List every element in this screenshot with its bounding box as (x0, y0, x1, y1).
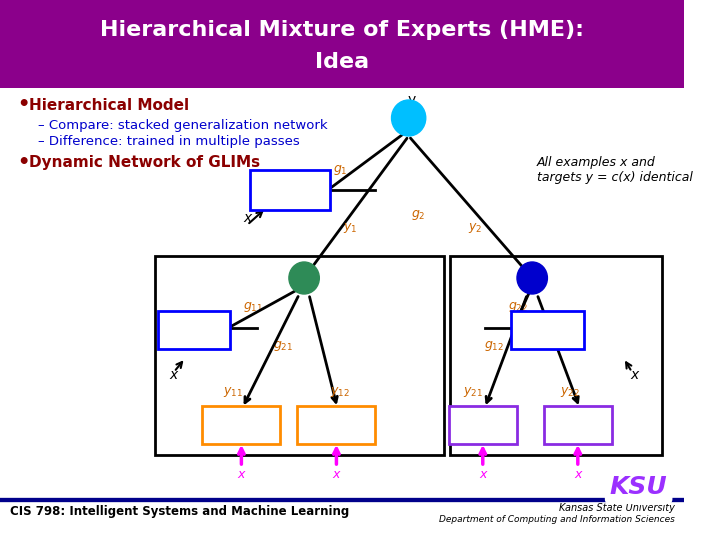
Text: x: x (170, 368, 178, 382)
Text: y: y (408, 93, 415, 107)
Circle shape (392, 100, 426, 136)
Text: Department of Computing and Information Sciences: Department of Computing and Information … (439, 516, 675, 524)
Text: x: x (333, 468, 340, 481)
Text: KSU: KSU (610, 475, 667, 499)
Text: Network: Network (217, 426, 266, 436)
Text: •: • (17, 96, 30, 114)
FancyBboxPatch shape (449, 406, 517, 444)
Text: x: x (243, 211, 251, 225)
Text: Network: Network (264, 192, 316, 202)
Text: Idea: Idea (315, 52, 369, 72)
FancyBboxPatch shape (449, 256, 662, 455)
Text: Dynamic Network of GLIMs: Dynamic Network of GLIMs (29, 154, 260, 170)
Text: Gating: Gating (528, 318, 567, 328)
Text: Kansas State University: Kansas State University (559, 503, 675, 513)
FancyBboxPatch shape (155, 256, 444, 455)
FancyBboxPatch shape (544, 406, 612, 444)
Text: Expert: Expert (317, 413, 356, 423)
Text: $y_{11}$: $y_{11}$ (222, 385, 243, 399)
Text: x: x (574, 468, 582, 481)
FancyBboxPatch shape (250, 170, 330, 210)
Text: $y_{12}$: $y_{12}$ (330, 385, 350, 399)
Text: CIS 798: Intelligent Systems and Machine Learning: CIS 798: Intelligent Systems and Machine… (9, 505, 348, 518)
Text: Hierarchical Model: Hierarchical Model (29, 98, 189, 112)
Text: $g_1$: $g_1$ (333, 163, 348, 177)
Text: x: x (479, 468, 487, 481)
Text: Network: Network (312, 426, 361, 436)
Text: Gating: Gating (269, 178, 310, 188)
FancyBboxPatch shape (202, 406, 280, 444)
Text: $y_2$: $y_2$ (468, 221, 482, 235)
Text: $y_{21}$: $y_{21}$ (463, 385, 483, 399)
Circle shape (517, 262, 547, 294)
Circle shape (289, 262, 319, 294)
Text: Network: Network (553, 426, 603, 436)
Text: x: x (238, 468, 245, 481)
Text: $g_{21}$: $g_{21}$ (273, 339, 293, 353)
Text: x: x (631, 368, 639, 382)
Text: •: • (17, 152, 30, 172)
FancyBboxPatch shape (0, 0, 684, 88)
Text: All examples x and
targets y = c(x) identical: All examples x and targets y = c(x) iden… (537, 156, 693, 184)
Text: $y_{22}$: $y_{22}$ (560, 385, 580, 399)
Text: $y_1$: $y_1$ (343, 221, 357, 235)
Text: – Compare: stacked generalization network: – Compare: stacked generalization networ… (38, 118, 328, 132)
FancyBboxPatch shape (511, 311, 583, 349)
Text: Expert: Expert (222, 413, 261, 423)
Text: Network: Network (523, 331, 572, 341)
Text: $g_{11}$: $g_{11}$ (243, 300, 263, 314)
Text: Network: Network (169, 331, 219, 341)
FancyBboxPatch shape (158, 311, 230, 349)
Text: Expert: Expert (464, 413, 502, 423)
FancyBboxPatch shape (297, 406, 375, 444)
Text: $g_2$: $g_2$ (411, 208, 426, 222)
Text: Network: Network (458, 426, 508, 436)
Text: Hierarchical Mixture of Experts (HME):: Hierarchical Mixture of Experts (HME): (100, 20, 584, 40)
Text: Expert: Expert (559, 413, 597, 423)
Text: – Difference: trained in multiple passes: – Difference: trained in multiple passes (38, 136, 300, 148)
Text: $g_{22}$: $g_{22}$ (508, 300, 528, 314)
Text: Gating: Gating (174, 318, 213, 328)
Text: $g_{12}$: $g_{12}$ (484, 339, 504, 353)
